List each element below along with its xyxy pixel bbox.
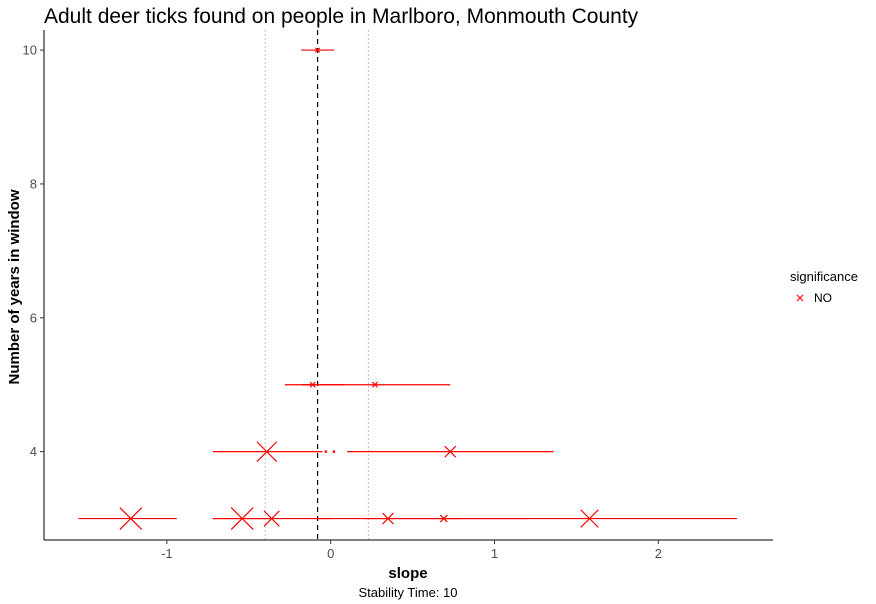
point-marker-1 bbox=[309, 381, 316, 388]
legend-key-x-icon bbox=[796, 294, 804, 302]
x-tick-label-0: -1 bbox=[161, 546, 173, 561]
y-tick-label-3: 10 bbox=[23, 43, 37, 58]
point-marker-10 bbox=[382, 512, 394, 525]
point-marker-2 bbox=[371, 381, 378, 388]
x-tick-label-1: 0 bbox=[327, 546, 334, 561]
chart-title: Adult deer ticks found on people in Marl… bbox=[44, 5, 639, 28]
point-marker-8 bbox=[230, 507, 254, 531]
point-marker-5 bbox=[324, 450, 328, 454]
x-axis-title: slope bbox=[388, 565, 427, 582]
y-axis-title: Number of years in window bbox=[6, 189, 23, 384]
point-marker-11 bbox=[439, 514, 448, 523]
x-tick-label-3: 2 bbox=[655, 546, 662, 561]
y-tick-label-1: 6 bbox=[30, 310, 37, 325]
point-marker-4 bbox=[444, 445, 457, 458]
point-marker-7 bbox=[119, 507, 143, 531]
legend-label-no: NO bbox=[814, 291, 832, 305]
y-tick-label-0: 4 bbox=[30, 444, 37, 459]
legend-title: significance bbox=[790, 269, 858, 284]
legend: significance NO bbox=[790, 269, 858, 305]
point-marker-9 bbox=[263, 510, 280, 527]
point-marker-3 bbox=[256, 441, 278, 462]
chart-caption: Stability Time: 10 bbox=[359, 585, 458, 600]
x-tick-label-2: 1 bbox=[491, 546, 498, 561]
point-marker-0 bbox=[314, 47, 321, 53]
y-tick-label-2: 8 bbox=[30, 176, 37, 191]
point-marker-6 bbox=[332, 450, 336, 454]
plot-panel: -1 0 1 2 4 6 8 10 bbox=[23, 30, 773, 561]
point-marker-12 bbox=[580, 509, 599, 528]
